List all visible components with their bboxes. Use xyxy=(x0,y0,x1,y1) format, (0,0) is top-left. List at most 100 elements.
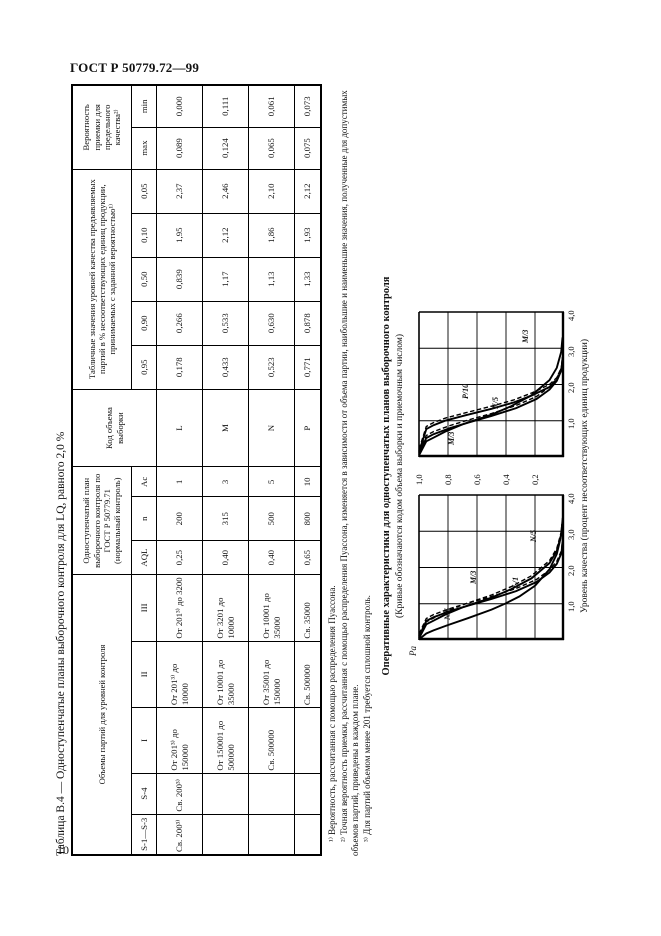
table-cell: 1 xyxy=(156,467,203,497)
header-lot-sizes: Объемы партий для уровней контроля xyxy=(72,574,132,855)
oc-chart-right-canvas xyxy=(417,311,564,458)
table-cell: От 201³⁾ до 10000 xyxy=(156,641,203,708)
footnote-2: ²⁾ Точная вероятность приемки, рассчитан… xyxy=(338,90,360,856)
sub-header-row: S-1—S-3 S-4 I II III AQL n Ac 0,95 0,90 … xyxy=(131,85,157,855)
table-cell: 200 xyxy=(156,496,203,541)
footnotes-block: ¹⁾ Вероятность, рассчитанная с помощью р… xyxy=(327,84,374,856)
table-cell: 2,12 xyxy=(202,213,249,258)
x-tick: 2,0 xyxy=(565,382,576,393)
table-cell: 2,37 xyxy=(156,169,203,214)
footnote-1: ¹⁾ Вероятность, рассчитанная с помощью р… xyxy=(326,585,337,842)
table-cell: 1,93 xyxy=(294,213,321,258)
table-cell xyxy=(294,773,321,815)
table-cell xyxy=(248,814,295,855)
curve-label: L/1 xyxy=(510,576,520,588)
table-cell: 0,089 xyxy=(156,127,203,170)
table-cell: 0,839 xyxy=(156,257,203,302)
footnote-3: ³⁾ Для партий объемом менее 201 требуетс… xyxy=(362,595,373,842)
table-cell: От 3201 до 10000 xyxy=(202,574,249,642)
col-header: III xyxy=(131,574,157,642)
table-cell: 2,46 xyxy=(202,169,249,214)
x-tick: 1,0 xyxy=(565,601,576,612)
table-cell: Св. 200³⁾ xyxy=(156,814,203,855)
x-tick: 2,0 xyxy=(565,565,576,576)
table-row: От 150001 до 500000 От 10001 до 35000 От 3… xyxy=(202,85,249,855)
x-axis-title: Уровень качества (процент несоответствую… xyxy=(579,339,590,614)
oc-charts: Pa N/5 M/3 L/1 N/5 1,0 2,0 3,0 4,0 1,0 0… xyxy=(408,96,576,856)
pa-tick: 0,8 xyxy=(442,474,453,485)
oc-curve-L-1 xyxy=(418,523,563,641)
pa-tick-labels: 1,0 0,8 0,6 0,4 0,2 xyxy=(414,459,564,493)
table-row: Св. 200³⁾ Св. 200³⁾ От 201³⁾ до 150000 От 2… xyxy=(156,85,203,855)
table-row: Св. 500000 От 35001 до 150000 От 10001 до … xyxy=(248,85,295,855)
table-cell: 0,075 xyxy=(294,127,321,170)
table-cell: 0,40 xyxy=(248,540,295,575)
table-cell: От 35001 до 150000 xyxy=(248,641,295,708)
table-cell: Св. 200³⁾ xyxy=(156,773,203,815)
col-header: S-4 xyxy=(131,773,157,815)
header-sample-code: Код объема выборки xyxy=(72,389,157,467)
col-header: max xyxy=(131,127,157,170)
oc-curve-P-10-min- xyxy=(417,356,563,450)
header-plan: Одноступенчатый план выборочного контрол… xyxy=(72,467,132,575)
table-cell: 0,630 xyxy=(248,301,295,346)
group-header-row: Объемы партий для уровней контроля Однос… xyxy=(72,85,157,855)
table-cell: 0,533 xyxy=(202,301,249,346)
figure-heading: Оперативные характеристики для одноступе… xyxy=(380,276,392,676)
table-cell: 0,178 xyxy=(156,345,203,390)
table-cell xyxy=(202,814,249,855)
x-tick: 3,0 xyxy=(565,529,576,540)
col-header: 0,90 xyxy=(131,301,157,346)
pa-tick: 0,6 xyxy=(471,474,482,485)
table-cell: 2,10 xyxy=(248,169,295,214)
table-cell: 0,124 xyxy=(202,127,249,170)
table-cell: 0,878 xyxy=(294,301,321,346)
table-cell: 0,523 xyxy=(248,345,295,390)
table-title: Таблица В.4 — Одноступенчатые планы выбо… xyxy=(55,431,67,856)
table-cell: От 201³⁾ до 3200 xyxy=(156,574,203,642)
table-cell xyxy=(248,773,295,815)
col-header: II xyxy=(131,641,157,708)
table-cell: 0,065 xyxy=(248,127,295,170)
curve-label: M/3 xyxy=(446,431,456,445)
table-cell: От 201³⁾ до 150000 xyxy=(156,707,203,774)
table-cell: 500 xyxy=(248,496,295,541)
table-cell: 0,073 xyxy=(294,85,321,128)
document-header: ГОСТ Р 50779.72—99 xyxy=(70,60,200,75)
figure-caption: (Кривые обозначаются кодом объема выборк… xyxy=(394,334,405,618)
x-tick: 3,0 xyxy=(565,346,576,357)
table-cell: Св. 500000 xyxy=(248,707,295,774)
table-cell: 1,13 xyxy=(248,257,295,302)
table-cell: 0,25 xyxy=(156,540,203,575)
rotated-landscape-content: Таблица В.4 — Одноступенчатые планы выбо… xyxy=(55,80,630,898)
table-cell: 315 xyxy=(202,496,249,541)
col-header: 0,10 xyxy=(131,213,157,258)
col-header: 0,50 xyxy=(131,257,157,302)
table-cell: Св. 500000 xyxy=(294,641,321,708)
table-cell: 0,40 xyxy=(202,540,249,575)
table-body: Св. 200³⁾ Св. 200³⁾ От 201³⁾ до 150000 От 2… xyxy=(156,85,321,855)
table-cell: От 150001 до 500000 xyxy=(202,707,249,774)
pa-axis-label: Pa xyxy=(407,646,418,656)
header-tabulated-values: Табличные значения уровней качества пред… xyxy=(72,169,132,390)
pa-tick: 1,0 xyxy=(413,474,424,485)
table-cell: 1,95 xyxy=(156,213,203,258)
table-cell xyxy=(294,814,321,855)
col-header: I xyxy=(131,707,157,774)
table-cell: От 10001 до 35000 xyxy=(248,574,295,642)
sampling-plans-table: Объемы партий для уровней контроля Однос… xyxy=(71,84,322,856)
col-header: 0,05 xyxy=(131,169,157,214)
table-cell: N xyxy=(248,389,295,467)
col-header: Ac xyxy=(131,467,157,497)
x-tick: 4,0 xyxy=(565,310,576,321)
table-cell: 10 xyxy=(294,467,321,497)
table-cell: 0,433 xyxy=(202,345,249,390)
pa-tick: 0,4 xyxy=(500,474,511,485)
col-header: min xyxy=(131,85,157,128)
table-cell: 0,266 xyxy=(156,301,203,346)
curve-label: N/5 xyxy=(528,530,538,542)
oc-curve-N-5-min- xyxy=(417,539,563,635)
oc-chart-left-canvas xyxy=(417,494,564,641)
curve-label: P/10 xyxy=(460,383,470,399)
